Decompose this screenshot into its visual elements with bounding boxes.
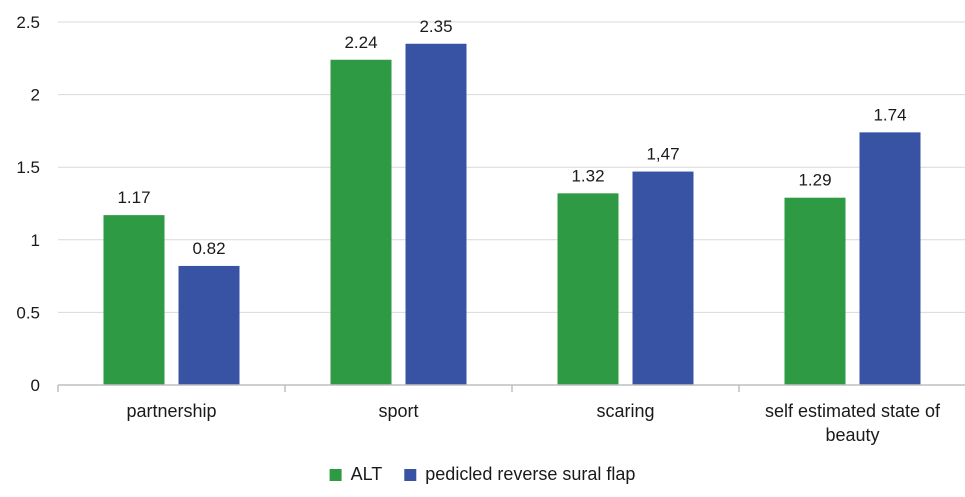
y-tick-label: 2	[31, 86, 40, 105]
y-axis-ticks: 0 0.5 1 1.5 2 2.5	[16, 13, 40, 395]
category-labels: partnership sport scaring self estimated st…	[126, 401, 941, 445]
y-tick-label: 0.5	[16, 303, 40, 322]
bar-alt	[103, 215, 165, 385]
data-label: 1.29	[798, 171, 831, 190]
category-label: partnership	[126, 401, 216, 421]
bar-pedicled-reverse-sural-flap	[178, 265, 240, 385]
data-label: 1.32	[571, 166, 604, 185]
legend-label: ALT	[351, 464, 383, 484]
y-tick-label: 0	[31, 376, 40, 395]
data-label: 1.17	[117, 188, 150, 207]
data-label: 2.24	[344, 33, 377, 52]
data-label: 1.74	[873, 105, 906, 124]
y-tick-label: 1.5	[16, 158, 40, 177]
legend-label: pedicled reverse sural flap	[425, 464, 635, 484]
bar-alt	[330, 59, 392, 385]
legend-swatch	[329, 469, 342, 481]
y-tick-label: 1	[31, 231, 40, 250]
category-label: self estimated state of beauty	[765, 401, 941, 445]
bars	[103, 43, 921, 385]
bar-alt	[784, 197, 846, 385]
y-tick-label: 2.5	[16, 13, 40, 32]
bar-alt	[557, 193, 619, 385]
data-label: 1,47	[646, 145, 679, 164]
data-label: 0.82	[192, 239, 225, 258]
bar-pedicled-reverse-sural-flap	[405, 43, 467, 385]
category-label: sport	[378, 401, 418, 421]
x-axis	[57, 384, 965, 392]
category-label: scaring	[596, 401, 654, 421]
bar-pedicled-reverse-sural-flap	[859, 132, 921, 385]
data-label: 2.35	[419, 17, 452, 36]
legend-swatch	[404, 469, 417, 481]
legend: ALT pedicled reverse sural flap	[329, 464, 635, 484]
data-labels: 1.17 0.82 2.24 2.35 1.32 1,47 1.29 1.74	[117, 17, 906, 258]
bar-pedicled-reverse-sural-flap	[632, 171, 694, 385]
